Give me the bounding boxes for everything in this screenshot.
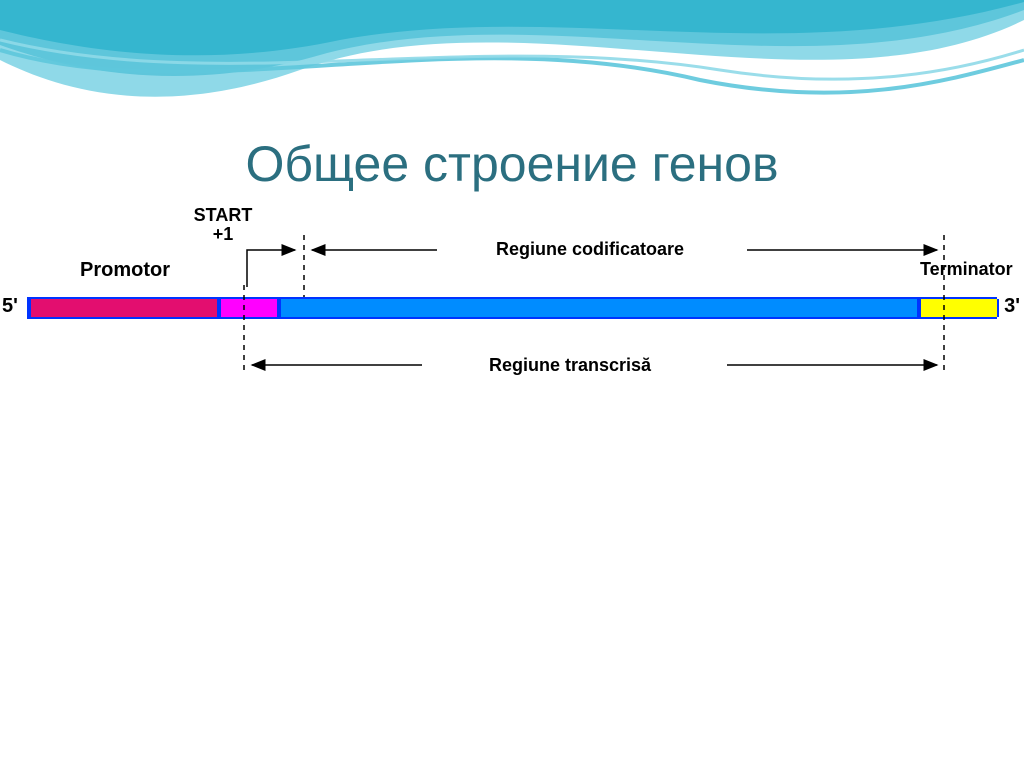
- start-label-top: START: [178, 205, 268, 226]
- transcribed-region-label: Regiune transcrisă: [420, 355, 720, 376]
- gene-diagram: 5' 3' Promotor START +1 Regiune codifica…: [0, 205, 1024, 405]
- wave-decor: [0, 0, 1024, 140]
- slide: Общее строение генов 5' 3' Promotor STAR…: [0, 0, 1024, 768]
- coding-region-label: Regiune codificatoare: [440, 239, 740, 260]
- terminator-label: Terminator: [920, 259, 1024, 280]
- slide-title: Общее строение генов: [0, 135, 1024, 193]
- promotor-label: Promotor: [55, 259, 195, 282]
- start-label-bottom: +1: [178, 224, 268, 245]
